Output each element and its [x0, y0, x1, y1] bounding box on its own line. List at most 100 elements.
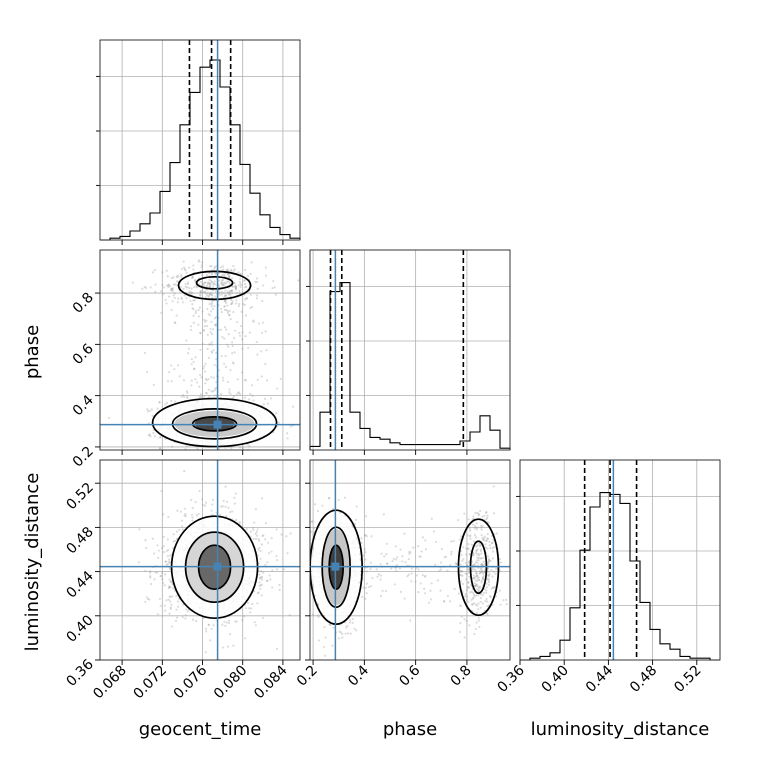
sample-point	[486, 514, 489, 517]
sample-point	[210, 351, 214, 354]
sample-point	[225, 500, 229, 503]
sample-point	[154, 571, 157, 574]
sample-point	[237, 284, 240, 287]
sample-point	[189, 328, 193, 332]
sample-point	[232, 394, 236, 397]
sample-point	[193, 279, 197, 283]
sample-point	[490, 587, 493, 590]
sample-point	[361, 595, 364, 599]
sample-point	[494, 572, 497, 575]
sample-point	[183, 507, 187, 510]
sample-point	[210, 341, 213, 344]
sample-point	[260, 543, 263, 546]
sample-point	[477, 590, 480, 593]
sample-point	[182, 266, 186, 269]
sample-point	[401, 560, 404, 563]
sample-point	[205, 294, 209, 297]
sample-point	[206, 333, 209, 336]
sample-point	[487, 575, 490, 578]
sample-point	[207, 356, 210, 359]
sample-point	[465, 547, 468, 550]
sample-point	[165, 599, 168, 602]
sample-point	[279, 377, 282, 380]
sample-point	[489, 595, 492, 598]
sample-point	[249, 293, 253, 297]
sample-point	[469, 529, 472, 532]
sample-point	[258, 539, 261, 542]
sample-point	[170, 364, 173, 367]
sample-point	[183, 470, 186, 473]
sample-point	[472, 515, 475, 518]
sample-point	[354, 518, 357, 521]
sample-point	[505, 603, 508, 606]
sample-point	[203, 318, 206, 321]
sample-point	[380, 552, 383, 555]
sample-point	[310, 530, 313, 533]
sample-point	[364, 515, 368, 518]
sample-point	[470, 590, 473, 593]
sample-point	[258, 584, 261, 587]
sample-point	[481, 536, 484, 540]
sample-point	[407, 573, 410, 576]
sample-point	[173, 368, 176, 371]
sample-point	[177, 600, 180, 603]
sample-point	[233, 336, 236, 340]
sample-point	[474, 526, 477, 529]
sample-point	[251, 384, 254, 387]
sample-point	[408, 552, 411, 555]
sample-point	[165, 302, 168, 305]
sample-point	[251, 602, 254, 606]
xtick-label-geocent_time: 0.076	[171, 662, 211, 702]
sample-point	[483, 539, 486, 542]
sample-point	[201, 310, 204, 313]
sample-point	[215, 351, 218, 355]
sample-point	[209, 292, 212, 295]
sample-point	[221, 335, 224, 339]
sample-point	[483, 570, 486, 573]
sample-point	[410, 567, 413, 570]
sample-point	[268, 574, 271, 577]
sample-point	[483, 514, 486, 517]
sample-point	[486, 613, 489, 616]
sample-point	[232, 264, 235, 268]
sample-point	[477, 619, 480, 622]
sample-point	[459, 569, 462, 572]
sample-point	[484, 543, 487, 546]
sample-point	[450, 553, 453, 556]
sample-point	[171, 595, 174, 598]
sample-point	[369, 585, 373, 588]
sample-point	[231, 351, 234, 355]
sample-point	[265, 579, 269, 583]
sample-point	[471, 523, 475, 526]
sample-point	[184, 613, 187, 617]
sample-point	[210, 265, 213, 268]
sample-point	[474, 579, 477, 582]
sample-point	[278, 583, 281, 587]
sample-point	[423, 575, 426, 578]
sample-point	[249, 530, 252, 533]
sample-point	[375, 568, 378, 571]
sample-point	[480, 526, 483, 529]
sample-point	[167, 285, 170, 288]
sample-point	[151, 271, 155, 274]
sample-point	[223, 308, 227, 312]
sample-point	[460, 604, 463, 607]
sample-point	[480, 562, 483, 565]
sample-point	[235, 291, 238, 294]
sample-point	[230, 447, 233, 450]
sample-point	[206, 283, 209, 286]
sample-point	[494, 585, 497, 588]
sample-point	[341, 636, 344, 639]
sample-point	[234, 284, 237, 287]
sample-point	[180, 395, 183, 398]
sample-point	[244, 278, 247, 282]
sample-point	[165, 563, 168, 566]
xtick-label-luminosity_distance: 0.44	[583, 662, 616, 695]
sample-point	[485, 597, 488, 600]
sample-point	[177, 297, 180, 300]
sample-point	[486, 555, 490, 558]
sample-point	[379, 562, 382, 566]
sample-point	[213, 280, 216, 283]
sample-point	[260, 570, 263, 573]
sample-point	[465, 553, 468, 556]
